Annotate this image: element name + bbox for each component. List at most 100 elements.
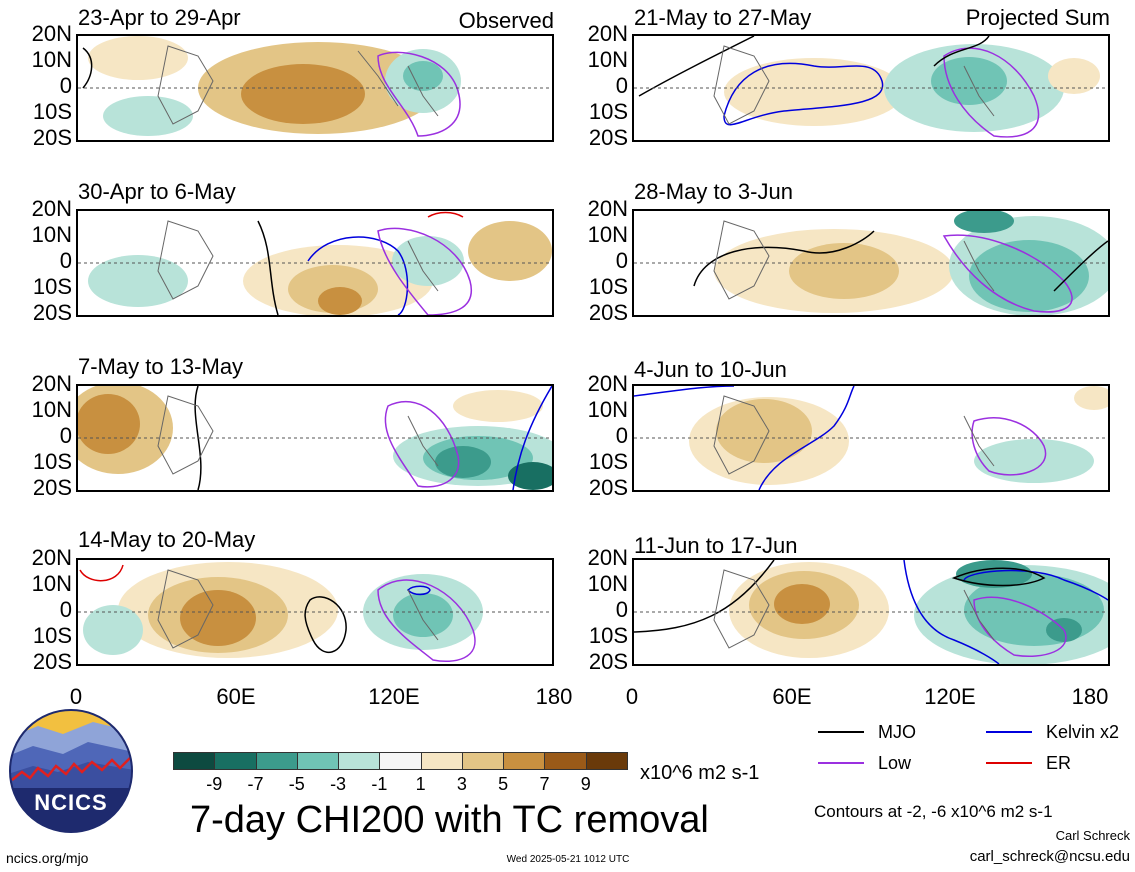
lat-label-right-row2-2: 0 xyxy=(615,248,628,273)
lon-label-left-60e: 60E xyxy=(216,684,256,709)
observed-label: Observed xyxy=(458,8,554,33)
colorbar-swatch-6 xyxy=(420,752,463,770)
colorbar: -9 -7 -5 -3 -1 1 3 5 7 9 xyxy=(173,752,628,796)
colorbar-label-1: -7 xyxy=(247,774,264,794)
panel-title-1: 23-Apr to 29-Apr xyxy=(78,5,241,30)
lat-label-row3-3: 10S xyxy=(32,449,72,474)
legend-label-mjo: MJO xyxy=(878,722,916,742)
lat-label-row2-2: 0 xyxy=(59,248,72,273)
projected-label: Projected Sum xyxy=(965,5,1110,30)
legend-line-low xyxy=(818,762,864,764)
legend-label-er: ER xyxy=(1046,753,1072,773)
lon-label-right-0: 0 xyxy=(625,684,639,709)
lat-label-row3-2: 0 xyxy=(59,423,72,448)
panel-title-3: 7-May to 13-May xyxy=(78,354,244,379)
lon-label-right-60e: 60E xyxy=(772,684,812,709)
lat-label-right-row1-2: 0 xyxy=(615,73,628,98)
lat-label-right-row1-4: 20S xyxy=(588,125,628,150)
lat-label-row1-3: 10S xyxy=(32,99,72,124)
lon-label-left-0: 0 xyxy=(69,684,83,709)
lat-label-row4-1: 10N xyxy=(31,571,72,596)
colorbar-swatch-5 xyxy=(379,752,422,770)
lat-label-right-row3-2: 0 xyxy=(615,423,628,448)
map-panel-4 xyxy=(76,558,554,666)
lon-label-left-180: 180 xyxy=(535,684,573,709)
colorbar-label-0: -9 xyxy=(206,774,223,794)
lat-label-row2-3: 10S xyxy=(32,274,72,299)
colorbar-swatch-10 xyxy=(585,752,628,770)
colorbar-label-6: 3 xyxy=(456,774,467,794)
lat-label-row4-0: 20N xyxy=(31,545,72,570)
lon-label-right-180: 180 xyxy=(1071,684,1109,709)
colorbar-label-9: 9 xyxy=(580,774,591,794)
colorbar-label-4: -1 xyxy=(371,774,388,794)
map-panel-7 xyxy=(632,384,1110,492)
lon-label-left-120e: 120E xyxy=(368,684,420,709)
lat-label-row3-1: 10N xyxy=(31,397,72,422)
lat-label-row1-4: 20S xyxy=(32,125,72,150)
legend-line-mjo xyxy=(818,731,864,733)
legend-line-kelvin xyxy=(986,731,1032,733)
lat-label-right-row2-3: 10S xyxy=(588,274,628,299)
colorbar-swatch-9 xyxy=(544,752,587,770)
panel-title-6: 28-May to 3-Jun xyxy=(634,179,793,204)
panel-title-8: 11-Jun to 17-Jun xyxy=(634,533,798,558)
lat-label-right-row2-4: 20S xyxy=(588,300,628,325)
colorbar-swatch-3 xyxy=(296,752,340,770)
colorbar-label-2: -5 xyxy=(288,774,305,794)
map-panel-3 xyxy=(76,384,554,492)
lat-label-right-row4-2: 0 xyxy=(615,597,628,622)
lat-label-row1-0: 20N xyxy=(31,21,72,46)
footer-url: ncics.org/mjo xyxy=(6,850,89,866)
lat-label-right-row3-0: 20N xyxy=(587,371,628,396)
map-panel-6 xyxy=(632,209,1110,317)
colorbar-swatch-8 xyxy=(503,752,546,770)
lat-label-right-row4-0: 20N xyxy=(587,545,628,570)
lat-label-row2-1: 10N xyxy=(31,222,72,247)
lat-label-right-row3-4: 20S xyxy=(588,475,628,500)
lat-label-row3-4: 20S xyxy=(32,475,72,500)
map-panel-1 xyxy=(76,34,554,142)
colorbar-swatch-2 xyxy=(255,752,298,770)
panel-title-7: 4-Jun to 10-Jun xyxy=(634,357,787,382)
ncics-logo: NCICS xyxy=(8,708,134,834)
colorbar-label-7: 5 xyxy=(498,774,509,794)
colorbar-swatch-1 xyxy=(214,752,257,770)
lat-label-row3-0: 20N xyxy=(31,371,72,396)
panel-title-2: 30-Apr to 6-May xyxy=(78,179,236,204)
lat-label-row1-2: 0 xyxy=(59,73,72,98)
map-panel-5 xyxy=(632,34,1110,142)
colorbar-swatch-0 xyxy=(173,752,216,770)
lat-label-right-row2-1: 10N xyxy=(587,222,628,247)
contour-note: Contours at -2, -6 x10^6 m2 s-1 xyxy=(814,802,1053,821)
legend-label-kelvin: Kelvin x2 xyxy=(1046,722,1120,742)
panel-title-5: 21-May to 27-May xyxy=(634,5,812,30)
colorbar-swatch-7 xyxy=(461,752,505,770)
lat-label-row4-4: 20S xyxy=(32,649,72,674)
lat-label-right-row2-0: 20N xyxy=(587,196,628,221)
lon-label-right-120e: 120E xyxy=(924,684,976,709)
legend-label-low: Low xyxy=(878,753,912,773)
lat-label-right-row1-1: 10N xyxy=(587,47,628,72)
colorbar-label-3: -3 xyxy=(330,774,347,794)
lat-label-right-row3-3: 10S xyxy=(588,449,628,474)
lat-label-right-row4-1: 10N xyxy=(587,571,628,596)
lat-label-row2-4: 20S xyxy=(32,300,72,325)
lat-label-row4-3: 10S xyxy=(32,623,72,648)
lat-label-right-row1-0: 20N xyxy=(587,21,628,46)
lat-label-right-row3-1: 10N xyxy=(587,397,628,422)
colorbar-units: x10^6 m2 s-1 xyxy=(640,762,760,784)
lat-label-right-row1-3: 10S xyxy=(588,99,628,124)
lat-label-right-row4-4: 20S xyxy=(588,649,628,674)
colorbar-label-5: 1 xyxy=(415,774,426,794)
logo-text: NCICS xyxy=(34,790,108,815)
footer-timestamp: Wed 2025-05-21 1012 UTC xyxy=(506,854,630,865)
lat-label-row1-1: 10N xyxy=(31,47,72,72)
map-panel-2 xyxy=(76,209,554,317)
map-panel-8 xyxy=(632,558,1110,666)
colorbar-label-8: 7 xyxy=(539,774,550,794)
main-title: 7-day CHI200 with TC removal xyxy=(190,799,709,841)
lat-label-right-row4-3: 10S xyxy=(588,623,628,648)
legend-line-er xyxy=(986,762,1032,764)
panel-title-4: 14-May to 20-May xyxy=(78,527,256,552)
